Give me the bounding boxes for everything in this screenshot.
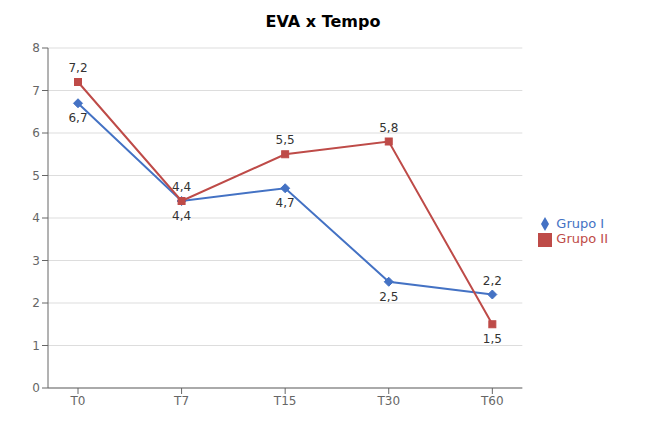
html-text:Grupo II: Grupo II [556, 231, 608, 246]
svg-text:0: 0 [32, 381, 40, 395]
svg-text:2,5: 2,5 [379, 290, 398, 304]
svg-text:T30: T30 [376, 394, 400, 408]
svg-text:5: 5 [32, 169, 40, 183]
svg-text:3: 3 [32, 254, 40, 268]
svg-text:2: 2 [32, 296, 40, 310]
svg-text:4: 4 [32, 211, 40, 225]
html-text:Grupo I: Grupo I [556, 215, 605, 231]
svg-text:7,2: 7,2 [68, 61, 87, 75]
svg-text:4,4: 4,4 [172, 209, 191, 223]
svg-text:T60: T60 [480, 394, 504, 408]
svg-text:T7: T7 [173, 394, 189, 408]
svg-text:4,4: 4,4 [172, 180, 191, 194]
svg-text:7: 7 [32, 84, 40, 98]
svg-text:T0: T0 [70, 394, 86, 408]
html-text:EVA x Tempo: EVA x Tempo [265, 12, 381, 31]
svg-text:6,7: 6,7 [68, 111, 87, 125]
svg-text:6: 6 [32, 126, 40, 140]
svg-text:5,5: 5,5 [276, 133, 295, 147]
svg-text:4,7: 4,7 [276, 196, 295, 210]
svg-text:T15: T15 [273, 394, 297, 408]
svg-text:1: 1 [32, 339, 40, 353]
svg-text:5,8: 5,8 [379, 121, 398, 135]
svg-text:1,5: 1,5 [483, 332, 502, 346]
svg-text:2,2: 2,2 [483, 274, 502, 288]
svg-text:8: 8 [32, 41, 40, 55]
